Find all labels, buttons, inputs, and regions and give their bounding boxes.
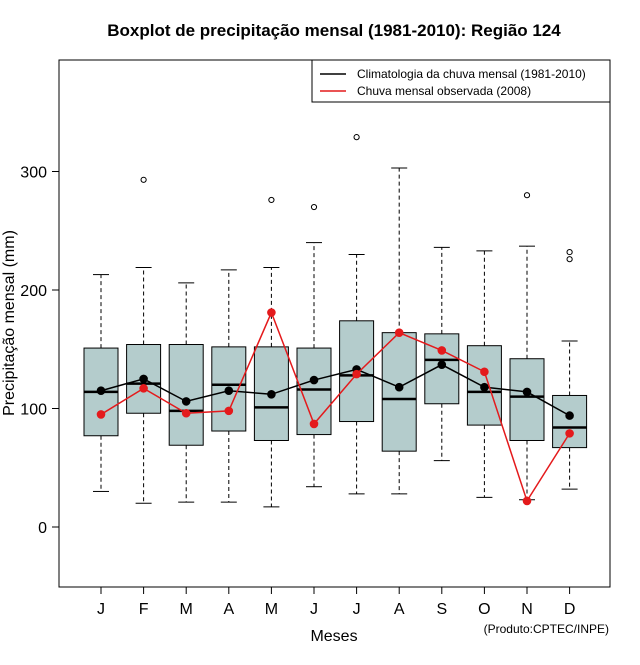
outlier-point (310, 203, 318, 211)
series-point (565, 429, 574, 438)
series-point (309, 419, 319, 429)
series-point (522, 387, 532, 397)
series-point (480, 382, 489, 392)
y-tick-label: 200 (20, 283, 47, 300)
series-point (96, 410, 106, 419)
x-tick-label: M (180, 601, 193, 618)
box-iqr (126, 344, 162, 414)
series-line (100, 310, 571, 503)
series-point (224, 406, 234, 416)
x-tick-label: J (310, 601, 318, 618)
outlier-point (523, 192, 531, 199)
x-tick-label: J (353, 601, 361, 618)
x-tick-label: A (223, 601, 234, 618)
series-layer (96, 308, 574, 506)
box-11 (509, 192, 545, 501)
chart-title: Boxplot de precipitação mensal (1981-201… (107, 21, 561, 40)
series-point (437, 346, 447, 355)
series-point (480, 367, 489, 377)
x-tick-label: D (564, 601, 576, 618)
series-point (224, 386, 234, 396)
series-point (181, 397, 191, 406)
x-tick-label: N (521, 601, 533, 618)
y-tick-label: 0 (38, 520, 47, 537)
x-tick-label: J (97, 601, 105, 618)
series-point (139, 384, 148, 393)
series-point (96, 386, 106, 396)
outlier-point (566, 248, 573, 256)
box-2 (126, 176, 162, 504)
outlier-point (140, 176, 147, 183)
series-point (309, 375, 319, 385)
outlier-point (353, 134, 360, 141)
series-point (139, 374, 148, 384)
box-1 (83, 274, 119, 492)
box-6 (296, 203, 332, 488)
series-point (437, 360, 447, 369)
outlier-point (268, 196, 275, 204)
series-line (100, 363, 570, 417)
series-point (522, 496, 532, 506)
series-point (267, 389, 276, 399)
series-point (565, 411, 574, 420)
y-axis-title: Precipitação mensal (mm) (1, 230, 18, 416)
x-tick-label: F (139, 601, 149, 618)
series-climatology (96, 360, 574, 420)
outlier-point (566, 256, 573, 263)
series-point (394, 328, 404, 337)
y-tick-label: 300 (20, 165, 47, 182)
series-point (181, 408, 191, 418)
legend: Climatologia da chuva mensal (1981-2010)… (311, 59, 611, 103)
x-axis-title: Meses (310, 628, 357, 645)
x-tick-label: S (436, 601, 447, 618)
box-12 (552, 248, 588, 490)
legend-box (311, 59, 611, 103)
credit-text: (Produto:CPTEC/INPE) (484, 622, 609, 636)
series-point (394, 382, 404, 392)
box-5 (253, 196, 289, 508)
series-point (267, 308, 276, 317)
legend-label-observed: Chuva mensal observada (2008) (357, 84, 531, 98)
x-tick-label: A (394, 601, 405, 618)
x-tick-label: M (265, 601, 278, 618)
box-iqr (509, 358, 545, 441)
axes-layer: 0 100 200 300 J F M A M J J A S O N D (20, 165, 575, 619)
box-7 (339, 134, 375, 495)
y-tick-label: 100 (20, 402, 47, 419)
box-iqr (381, 332, 417, 452)
box-3 (168, 282, 204, 503)
x-tick-label: O (478, 601, 490, 618)
box-4 (211, 269, 247, 503)
series-point (352, 369, 361, 379)
box-iqr (552, 394, 588, 449)
series-observed (96, 308, 574, 506)
box-8 (381, 167, 417, 495)
legend-label-climatology: Climatologia da chuva mensal (1981-2010) (357, 67, 586, 81)
